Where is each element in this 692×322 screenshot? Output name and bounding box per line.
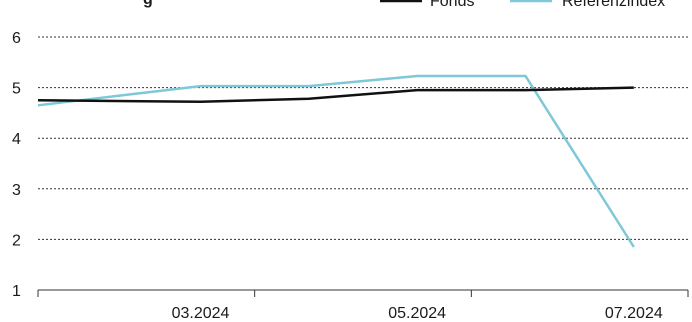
y-tick-label: 3 <box>12 182 21 199</box>
y-tick-label: 6 <box>12 30 21 47</box>
x-axis: 03.2024 05.2024 07.2024 <box>37 289 689 322</box>
series-line-referenzindex <box>37 74 635 248</box>
y-tick-label: 2 <box>12 232 21 249</box>
legend-label-fonds: Fonds <box>430 0 474 10</box>
y-tick-label: 4 <box>12 131 21 148</box>
legend: Fonds Referenzindex <box>380 0 665 10</box>
chart-title-fragment: g <box>143 0 153 8</box>
y-tick-label: 5 <box>12 81 21 98</box>
series-line-fonds <box>37 86 634 104</box>
legend-label-referenzindex: Referenzindex <box>562 0 665 10</box>
y-axis: 1 2 3 4 5 6 <box>12 30 21 300</box>
grid-lines <box>38 36 688 240</box>
x-tick-label: 05.2024 <box>388 305 446 322</box>
x-tick-label: 03.2024 <box>172 305 230 322</box>
series-lines <box>37 74 635 248</box>
y-tick-label: 1 <box>12 283 21 300</box>
x-tick-label: 07.2024 <box>605 305 663 322</box>
